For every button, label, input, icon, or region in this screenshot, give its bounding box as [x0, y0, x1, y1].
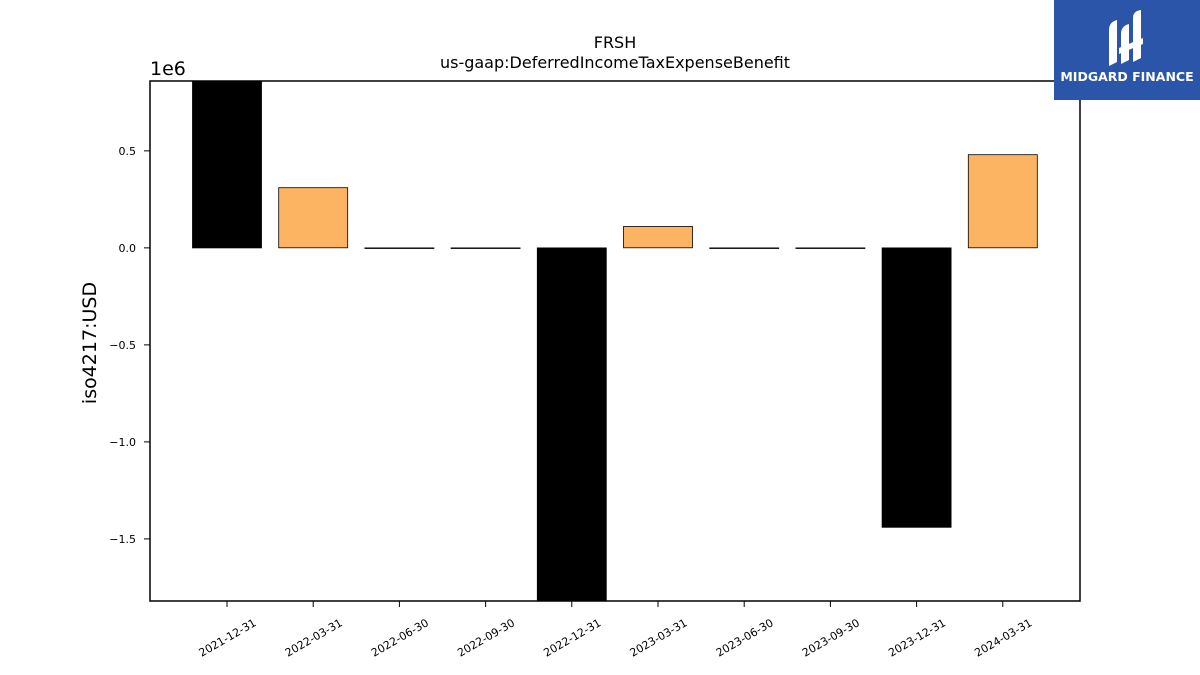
y-tick-label: −0.5 [109, 339, 136, 352]
x-tick-label: 2022-06-30 [369, 616, 431, 659]
y-tick-label: 0.5 [119, 145, 137, 158]
x-tick-label: 2023-06-30 [714, 616, 776, 659]
y-tick-label: −1.0 [109, 436, 136, 449]
bar-2022-09-30 [450, 247, 521, 249]
bar-2023-12-31 [881, 247, 952, 528]
bar-2022-06-30 [364, 247, 435, 249]
bar-2024-03-31 [967, 154, 1038, 249]
plot-frame [149, 80, 1081, 602]
y-axis-label: iso4217:USD [79, 282, 101, 404]
bar-2023-09-30 [795, 247, 866, 249]
x-tick-label: 2022-12-31 [541, 616, 603, 659]
x-tick-label: 2021-12-31 [197, 616, 259, 659]
midgard-finance-logo: MIDGARD FINANCE [1054, 0, 1200, 100]
chart-title: FRSH [594, 33, 637, 52]
x-tick-label: 2023-03-31 [628, 616, 690, 659]
bar-2022-03-31 [278, 187, 349, 249]
midgard-logo-icon [1109, 10, 1143, 66]
bar-2022-12-31 [536, 247, 607, 602]
x-tick-label: 2023-09-30 [800, 616, 862, 659]
x-tick-label: 2023-12-31 [886, 616, 948, 659]
y-offset-label: 1e6 [150, 58, 186, 80]
x-tick-label: 2022-09-30 [455, 616, 517, 659]
logo-text: MIDGARD FINANCE [1060, 69, 1194, 84]
x-axis: 2021-12-31 2022-03-31 2022-06-30 2022-09-30… [197, 601, 1034, 660]
y-tick-label: −1.5 [109, 533, 136, 546]
y-tick-label: 0.0 [119, 242, 137, 255]
chart-subtitle: us-gaap:DeferredIncomeTaxExpenseBenefit [440, 53, 790, 72]
bar-2023-03-31 [623, 226, 693, 249]
y-axis: 0.5 0.0 −0.5 −1.0 −1.5 [109, 145, 150, 546]
bars-layer [192, 80, 1038, 602]
x-tick-label: 2022-03-31 [283, 616, 345, 659]
x-tick-label: 2024-03-31 [972, 616, 1034, 659]
bar-2023-06-30 [709, 247, 780, 249]
bar-2021-12-31 [192, 80, 262, 249]
